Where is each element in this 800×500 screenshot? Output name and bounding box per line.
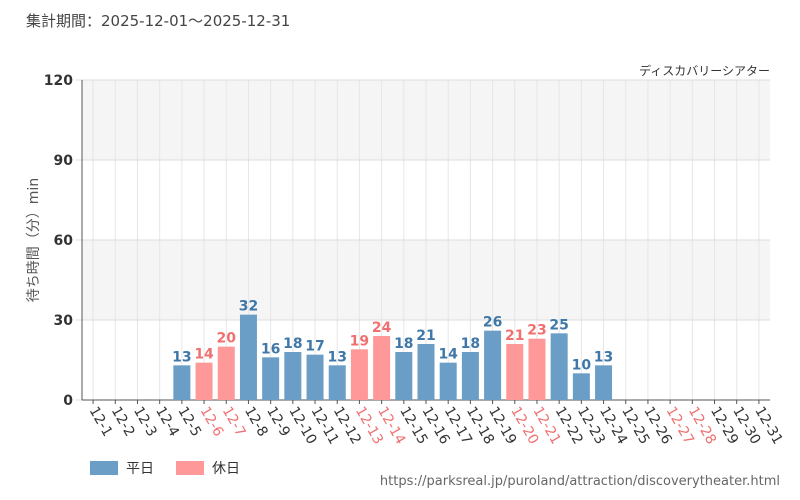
y-tick-label: 0 <box>63 393 73 409</box>
data-label-12-16: 21 <box>416 328 435 344</box>
bar-12-5 <box>173 365 191 400</box>
data-label-12-10: 18 <box>283 336 302 352</box>
data-label-12-13: 19 <box>350 333 369 349</box>
bar-12-15 <box>395 352 413 400</box>
legend-label-weekday: 平日 <box>126 461 154 477</box>
bar-12-22 <box>550 333 568 400</box>
y-tick-label: 120 <box>44 73 73 89</box>
data-label-12-5: 13 <box>172 349 191 365</box>
collection-period: 集計期間：2025-12-01～2025-12-31 <box>26 12 291 30</box>
bar-12-21 <box>528 338 546 400</box>
bar-12-19 <box>484 330 502 400</box>
data-label-12-6: 14 <box>194 347 214 363</box>
data-label-12-24: 13 <box>594 349 613 365</box>
data-label-12-12: 13 <box>327 349 346 365</box>
chart-title: ディスカバリーシアター <box>639 64 770 78</box>
y-tick-label: 30 <box>54 313 74 329</box>
bar-12-13 <box>350 349 368 400</box>
legend-swatch-weekday <box>90 461 118 475</box>
y-tick-label: 60 <box>54 233 74 249</box>
data-label-12-19: 26 <box>483 315 502 331</box>
legend-label-holiday: 休日 <box>212 461 240 477</box>
bar-12-9 <box>262 357 280 400</box>
data-label-12-22: 25 <box>549 317 568 333</box>
data-label-12-15: 18 <box>394 336 413 352</box>
bar-12-16 <box>417 344 435 400</box>
legend-item-holiday: 休日 <box>176 458 240 478</box>
bar-12-11 <box>306 354 324 400</box>
bar-12-7 <box>217 346 235 400</box>
bar-12-18 <box>461 352 479 400</box>
bar-12-6 <box>195 362 213 400</box>
bar-12-23 <box>572 373 590 400</box>
bar-12-17 <box>439 362 457 400</box>
data-label-12-23: 10 <box>572 357 592 373</box>
bar-12-20 <box>506 344 524 400</box>
bar-12-12 <box>328 365 346 400</box>
y-tick-label: 90 <box>54 153 74 169</box>
data-label-12-18: 18 <box>461 336 480 352</box>
data-label-12-11: 17 <box>305 339 324 355</box>
data-label-12-20: 21 <box>505 328 524 344</box>
data-label-12-7: 20 <box>217 331 237 347</box>
bar-12-14 <box>373 336 391 400</box>
data-label-12-8: 32 <box>239 299 258 315</box>
data-label-12-9: 16 <box>261 341 280 357</box>
source-url: https://parksreal.jp/puroland/attraction… <box>379 474 780 489</box>
legend: 平日 休日 <box>90 458 262 478</box>
bar-12-10 <box>284 352 302 400</box>
bar-12-24 <box>595 365 613 400</box>
bar-12-8 <box>239 314 257 400</box>
legend-swatch-holiday <box>176 461 204 475</box>
data-label-12-14: 24 <box>372 320 392 336</box>
data-label-12-17: 14 <box>438 347 458 363</box>
data-label-12-21: 23 <box>527 323 546 339</box>
legend-item-weekday: 平日 <box>90 458 154 478</box>
